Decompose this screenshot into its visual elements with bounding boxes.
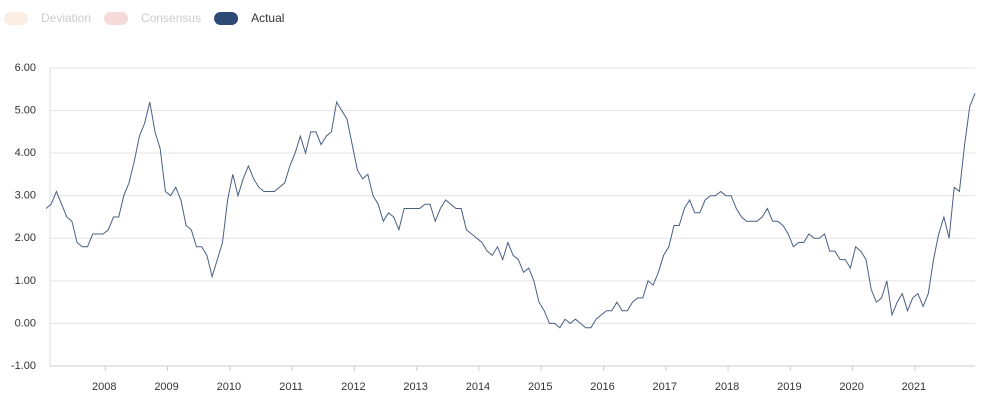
x-tick-label: 2020 [839, 381, 863, 393]
x-tick-label: 2008 [92, 381, 116, 393]
x-tick-label: 2021 [902, 381, 926, 393]
legend-swatch[interactable] [214, 12, 239, 25]
y-tick-label: 4.00 [15, 147, 36, 159]
y-tick-label: 5.00 [15, 104, 36, 116]
legend-swatch[interactable] [4, 12, 28, 25]
data-line [45, 93, 976, 329]
x-tick-label: 2009 [154, 381, 178, 393]
x-tick-label: 2012 [341, 381, 365, 393]
x-tick-label: 2018 [715, 381, 739, 393]
x-tick-label: 2014 [466, 381, 490, 393]
y-tick-label: 2.00 [15, 232, 36, 244]
y-tick-label: 1.00 [15, 275, 36, 287]
legend-swatch[interactable] [104, 12, 129, 25]
x-tick-label: 2016 [590, 381, 614, 393]
x-tick-label: 2011 [279, 381, 303, 393]
y-tick-label: 6.00 [15, 62, 36, 74]
legend-label[interactable]: Deviation [41, 11, 91, 25]
x-tick-label: 2013 [403, 381, 427, 393]
legend-label[interactable]: Actual [251, 11, 284, 25]
x-tick-label: 2017 [653, 381, 677, 393]
x-tick-label: 2015 [528, 381, 552, 393]
y-tick-label: 3.00 [15, 190, 36, 202]
y-tick-label: 0.00 [15, 317, 36, 329]
x-tick-label: 2010 [217, 381, 241, 393]
y-tick-label: -1.00 [11, 360, 36, 372]
x-tick-label: 2019 [777, 381, 801, 393]
legend-label[interactable]: Consensus [141, 11, 201, 25]
